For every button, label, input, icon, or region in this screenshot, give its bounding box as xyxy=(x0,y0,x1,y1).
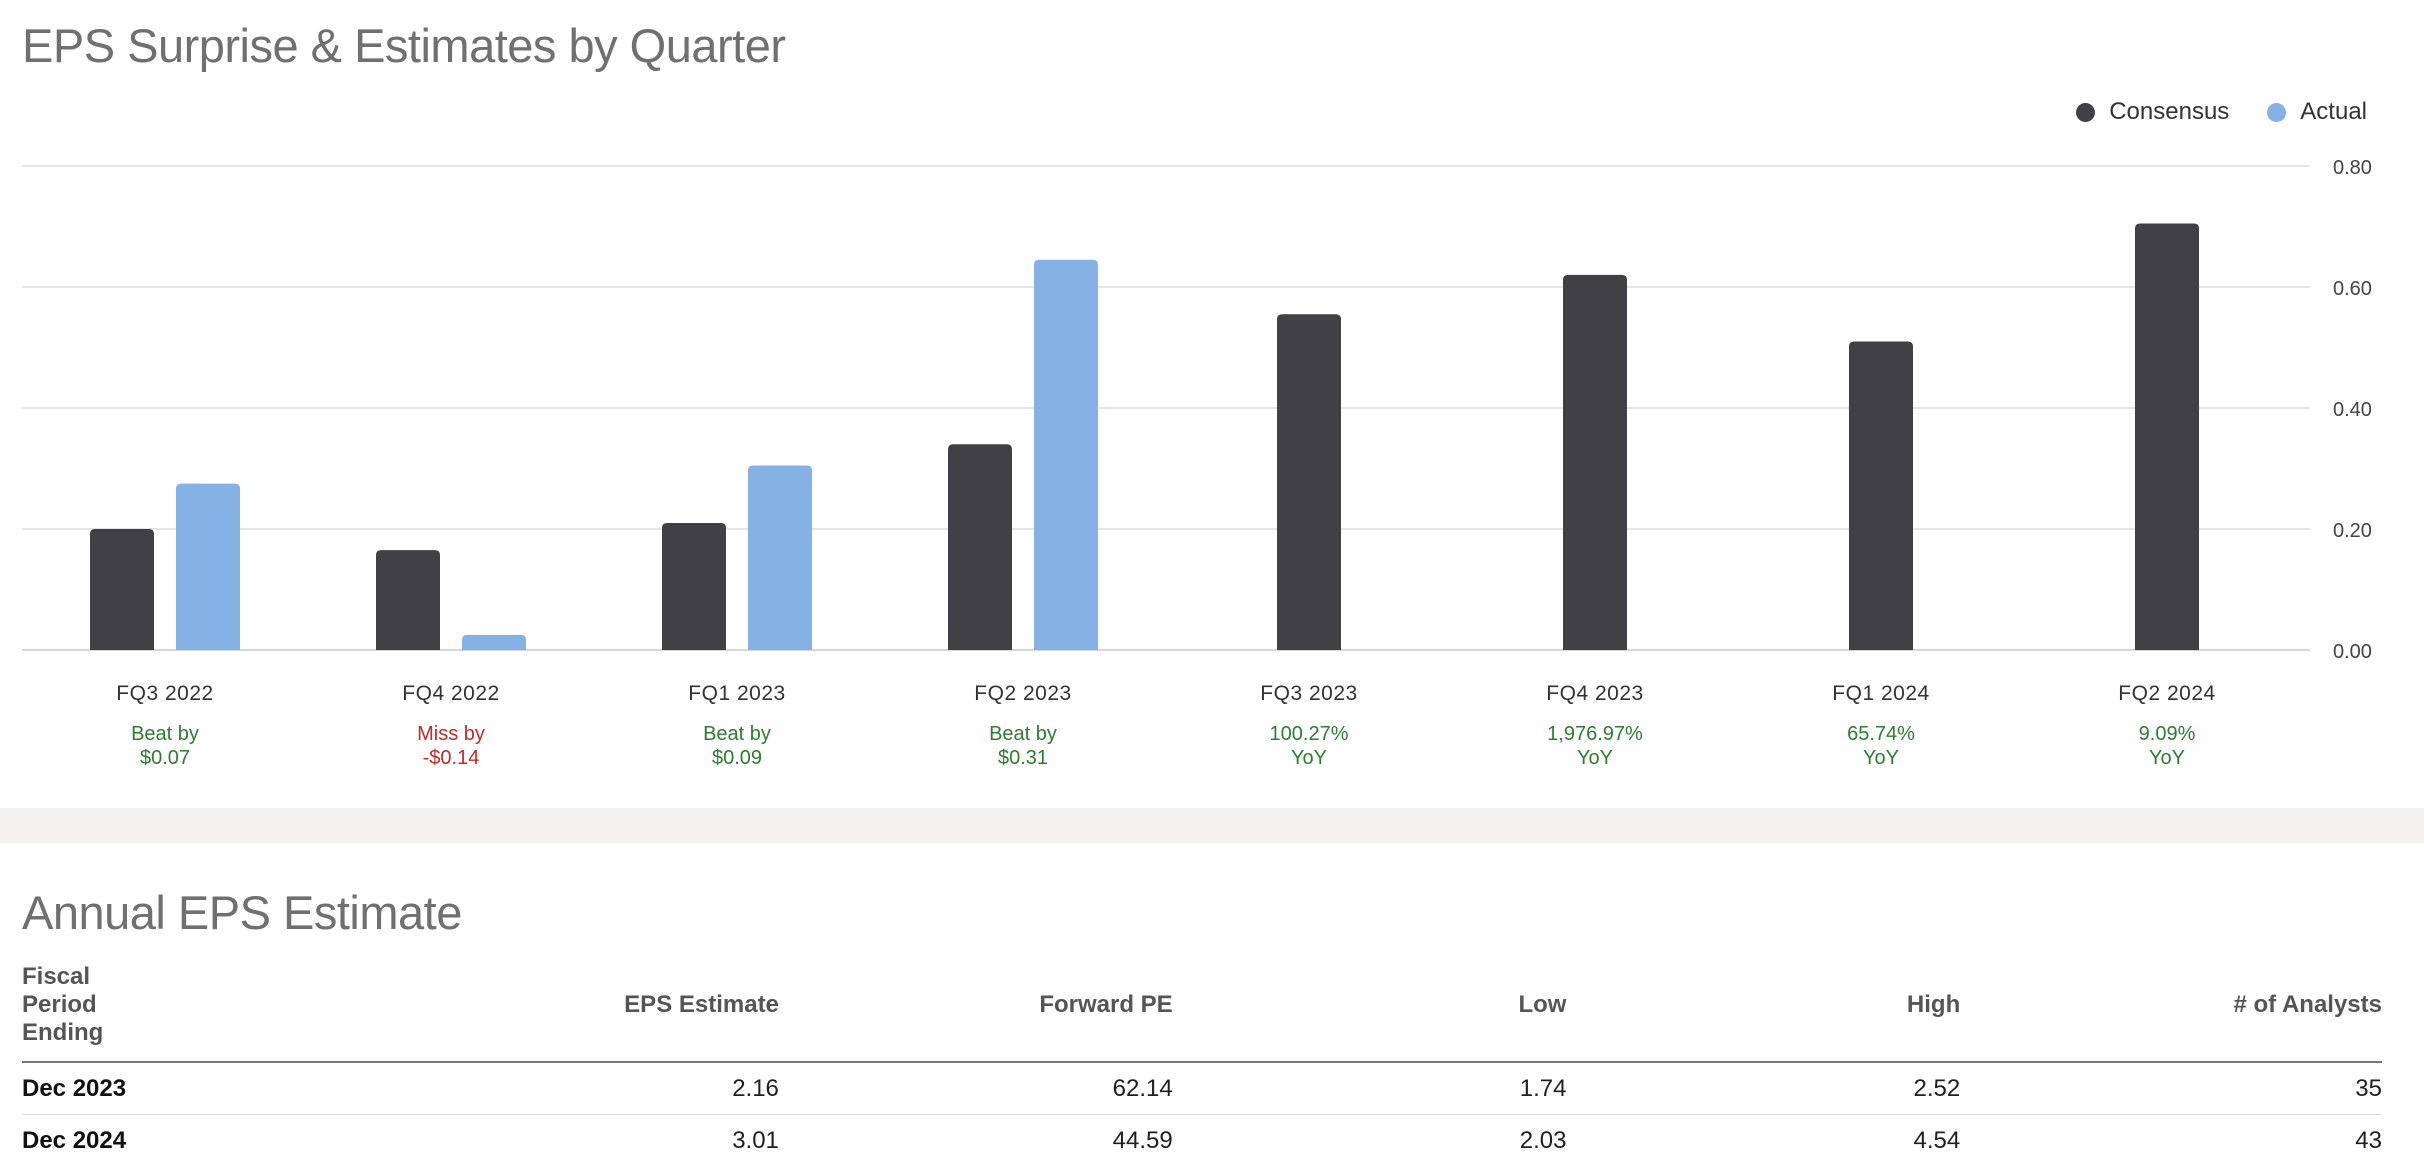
y-tick-label: 0.20 xyxy=(2333,520,2372,542)
table-row: Dec 2024 3.01 44.59 2.03 4.54 43 xyxy=(22,1115,2382,1166)
surprise-value: $0.07 xyxy=(140,747,190,769)
cell-eps-estimate: 2.16 xyxy=(155,1062,779,1115)
surprise-value: YoY xyxy=(1291,747,1327,769)
surprise-value: YoY xyxy=(1863,747,1899,769)
bar-consensus xyxy=(90,529,154,650)
column-header-eps-estimate[interactable]: EPS Estimate xyxy=(155,963,779,1062)
column-header-fiscal-period[interactable]: Fiscal Period Ending xyxy=(22,963,155,1062)
cell-low: 2.03 xyxy=(1173,1115,1567,1166)
bar-consensus xyxy=(2135,223,2199,650)
y-tick-label: 0.40 xyxy=(2333,399,2372,421)
surprise-value: $0.31 xyxy=(998,747,1048,769)
x-tick-label: FQ2 2023 xyxy=(974,682,1071,705)
surprise-label: Beat by xyxy=(989,723,1057,745)
section-separator xyxy=(0,808,2424,843)
table-title: Annual EPS Estimate xyxy=(22,885,462,940)
legend-item-actual[interactable]: Actual xyxy=(2267,98,2367,126)
cell-analysts: 35 xyxy=(1960,1062,2382,1115)
surprise-label: 65.74% xyxy=(1847,723,1915,745)
surprise-value: YoY xyxy=(1577,747,1613,769)
x-tick-label: FQ1 2024 xyxy=(1832,682,1929,705)
x-tick-label: FQ4 2023 xyxy=(1546,682,1643,705)
column-header-low[interactable]: Low xyxy=(1173,963,1567,1062)
cell-high: 4.54 xyxy=(1566,1115,1960,1166)
surprise-label: 100.27% xyxy=(1270,723,1349,745)
y-tick-label: 0.00 xyxy=(2333,641,2372,663)
bar-consensus xyxy=(1849,341,1913,650)
column-header-high[interactable]: High xyxy=(1566,963,1960,1062)
cell-forward-pe: 62.14 xyxy=(779,1062,1173,1115)
legend-label-actual: Actual xyxy=(2300,98,2367,126)
cell-fiscal-period: Dec 2023 xyxy=(22,1062,155,1115)
table-row: Dec 2023 2.16 62.14 1.74 2.52 35 xyxy=(22,1062,2382,1115)
x-tick-label: FQ4 2022 xyxy=(402,682,499,705)
cell-low: 1.74 xyxy=(1173,1062,1567,1115)
legend-item-consensus[interactable]: Consensus xyxy=(2076,98,2229,126)
legend-dot-actual xyxy=(2267,103,2286,122)
annual-eps-section: Annual EPS Estimate Fiscal Period Ending… xyxy=(0,843,2424,1138)
x-tick-label: FQ3 2022 xyxy=(116,682,213,705)
cell-high: 2.52 xyxy=(1566,1062,1960,1115)
legend-dot-consensus xyxy=(2076,103,2095,122)
bar-consensus xyxy=(662,523,726,650)
cell-forward-pe: 44.59 xyxy=(779,1115,1173,1166)
cell-eps-estimate: 3.01 xyxy=(155,1115,779,1166)
surprise-value: $0.09 xyxy=(712,747,762,769)
legend-label-consensus: Consensus xyxy=(2109,98,2229,126)
column-header-forward-pe[interactable]: Forward PE xyxy=(779,963,1173,1062)
bar-actual xyxy=(176,484,240,650)
annual-eps-table: Fiscal Period Ending EPS Estimate Forwar… xyxy=(22,963,2382,1166)
bar-actual xyxy=(462,635,526,650)
surprise-label: 1,976.97% xyxy=(1547,723,1643,745)
cell-fiscal-period: Dec 2024 xyxy=(22,1115,155,1166)
surprise-label: Beat by xyxy=(131,723,199,745)
table-header-row: Fiscal Period Ending EPS Estimate Forwar… xyxy=(22,963,2382,1062)
bar-consensus xyxy=(1563,275,1627,650)
bar-consensus xyxy=(948,444,1012,650)
cell-analysts: 43 xyxy=(1960,1115,2382,1166)
chart-legend: Consensus Actual xyxy=(2076,98,2367,126)
surprise-label: 9.09% xyxy=(2139,723,2196,745)
bar-actual xyxy=(1034,260,1098,650)
surprise-label: Miss by xyxy=(417,723,485,745)
surprise-value: YoY xyxy=(2149,747,2185,769)
y-tick-label: 0.80 xyxy=(2333,157,2372,179)
x-tick-label: FQ1 2023 xyxy=(688,682,785,705)
x-tick-label: FQ3 2023 xyxy=(1260,682,1357,705)
surprise-value: -$0.14 xyxy=(423,747,480,769)
column-header-analysts[interactable]: # of Analysts xyxy=(1960,963,2382,1062)
chart-title: EPS Surprise & Estimates by Quarter xyxy=(22,18,786,73)
bar-consensus xyxy=(376,550,440,650)
y-tick-label: 0.60 xyxy=(2333,278,2372,300)
bar-consensus xyxy=(1277,314,1341,650)
surprise-label: Beat by xyxy=(703,723,771,745)
x-tick-label: FQ2 2024 xyxy=(2118,682,2215,705)
bar-actual xyxy=(748,465,812,650)
